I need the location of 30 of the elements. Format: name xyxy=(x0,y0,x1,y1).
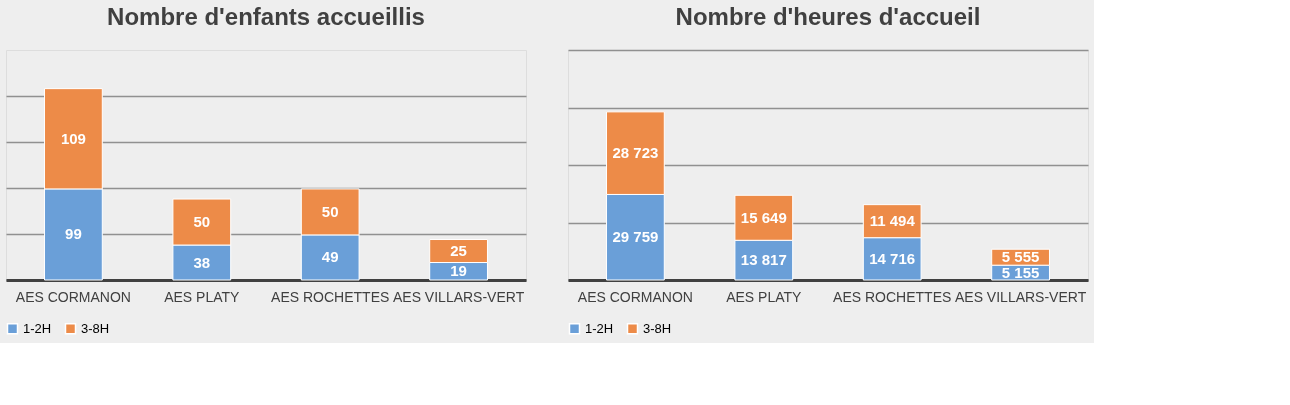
x-tick-label: AES CORMANON xyxy=(577,288,693,305)
data-label: 50 xyxy=(321,202,339,220)
data-label: 14 716 xyxy=(869,249,916,267)
legend-label: 3-8H xyxy=(643,320,672,336)
x-tick-label: AES VILLARS-VERT xyxy=(954,288,1087,305)
data-label: 15 649 xyxy=(740,208,787,226)
data-label: 49 xyxy=(321,248,339,266)
x-tick-label: AES PLATY xyxy=(164,288,241,305)
data-label: 5 555 xyxy=(1001,248,1040,266)
x-tick-label: AES CORMANON xyxy=(15,288,131,305)
legend-label: 1-2H xyxy=(23,320,52,336)
data-label: 38 xyxy=(193,253,211,271)
legend-label: 3-8H xyxy=(81,320,110,336)
data-label: 99 xyxy=(65,225,82,243)
data-label: 28 723 xyxy=(612,144,659,162)
data-label: 5 155 xyxy=(1001,263,1040,281)
data-label: 13 817 xyxy=(740,251,787,269)
data-label: 50 xyxy=(193,213,211,231)
x-tick-label: AES ROCHETTES xyxy=(833,288,952,305)
chart-title: Nombre d'heures d'accueil xyxy=(675,3,981,30)
x-tick-label: AES ROCHETTES xyxy=(271,288,390,305)
x-tick-label: AES VILLARS-VERT xyxy=(392,288,525,305)
chart-title: Nombre d'enfants accueillis xyxy=(107,3,425,30)
data-label: 19 xyxy=(450,262,467,280)
legend-label: 1-2H xyxy=(585,320,614,336)
data-label: 25 xyxy=(450,242,467,260)
data-label: 11 494 xyxy=(869,212,916,230)
data-label: 29 759 xyxy=(612,228,659,246)
data-label: 109 xyxy=(60,129,86,147)
x-tick-label: AES PLATY xyxy=(726,288,803,305)
